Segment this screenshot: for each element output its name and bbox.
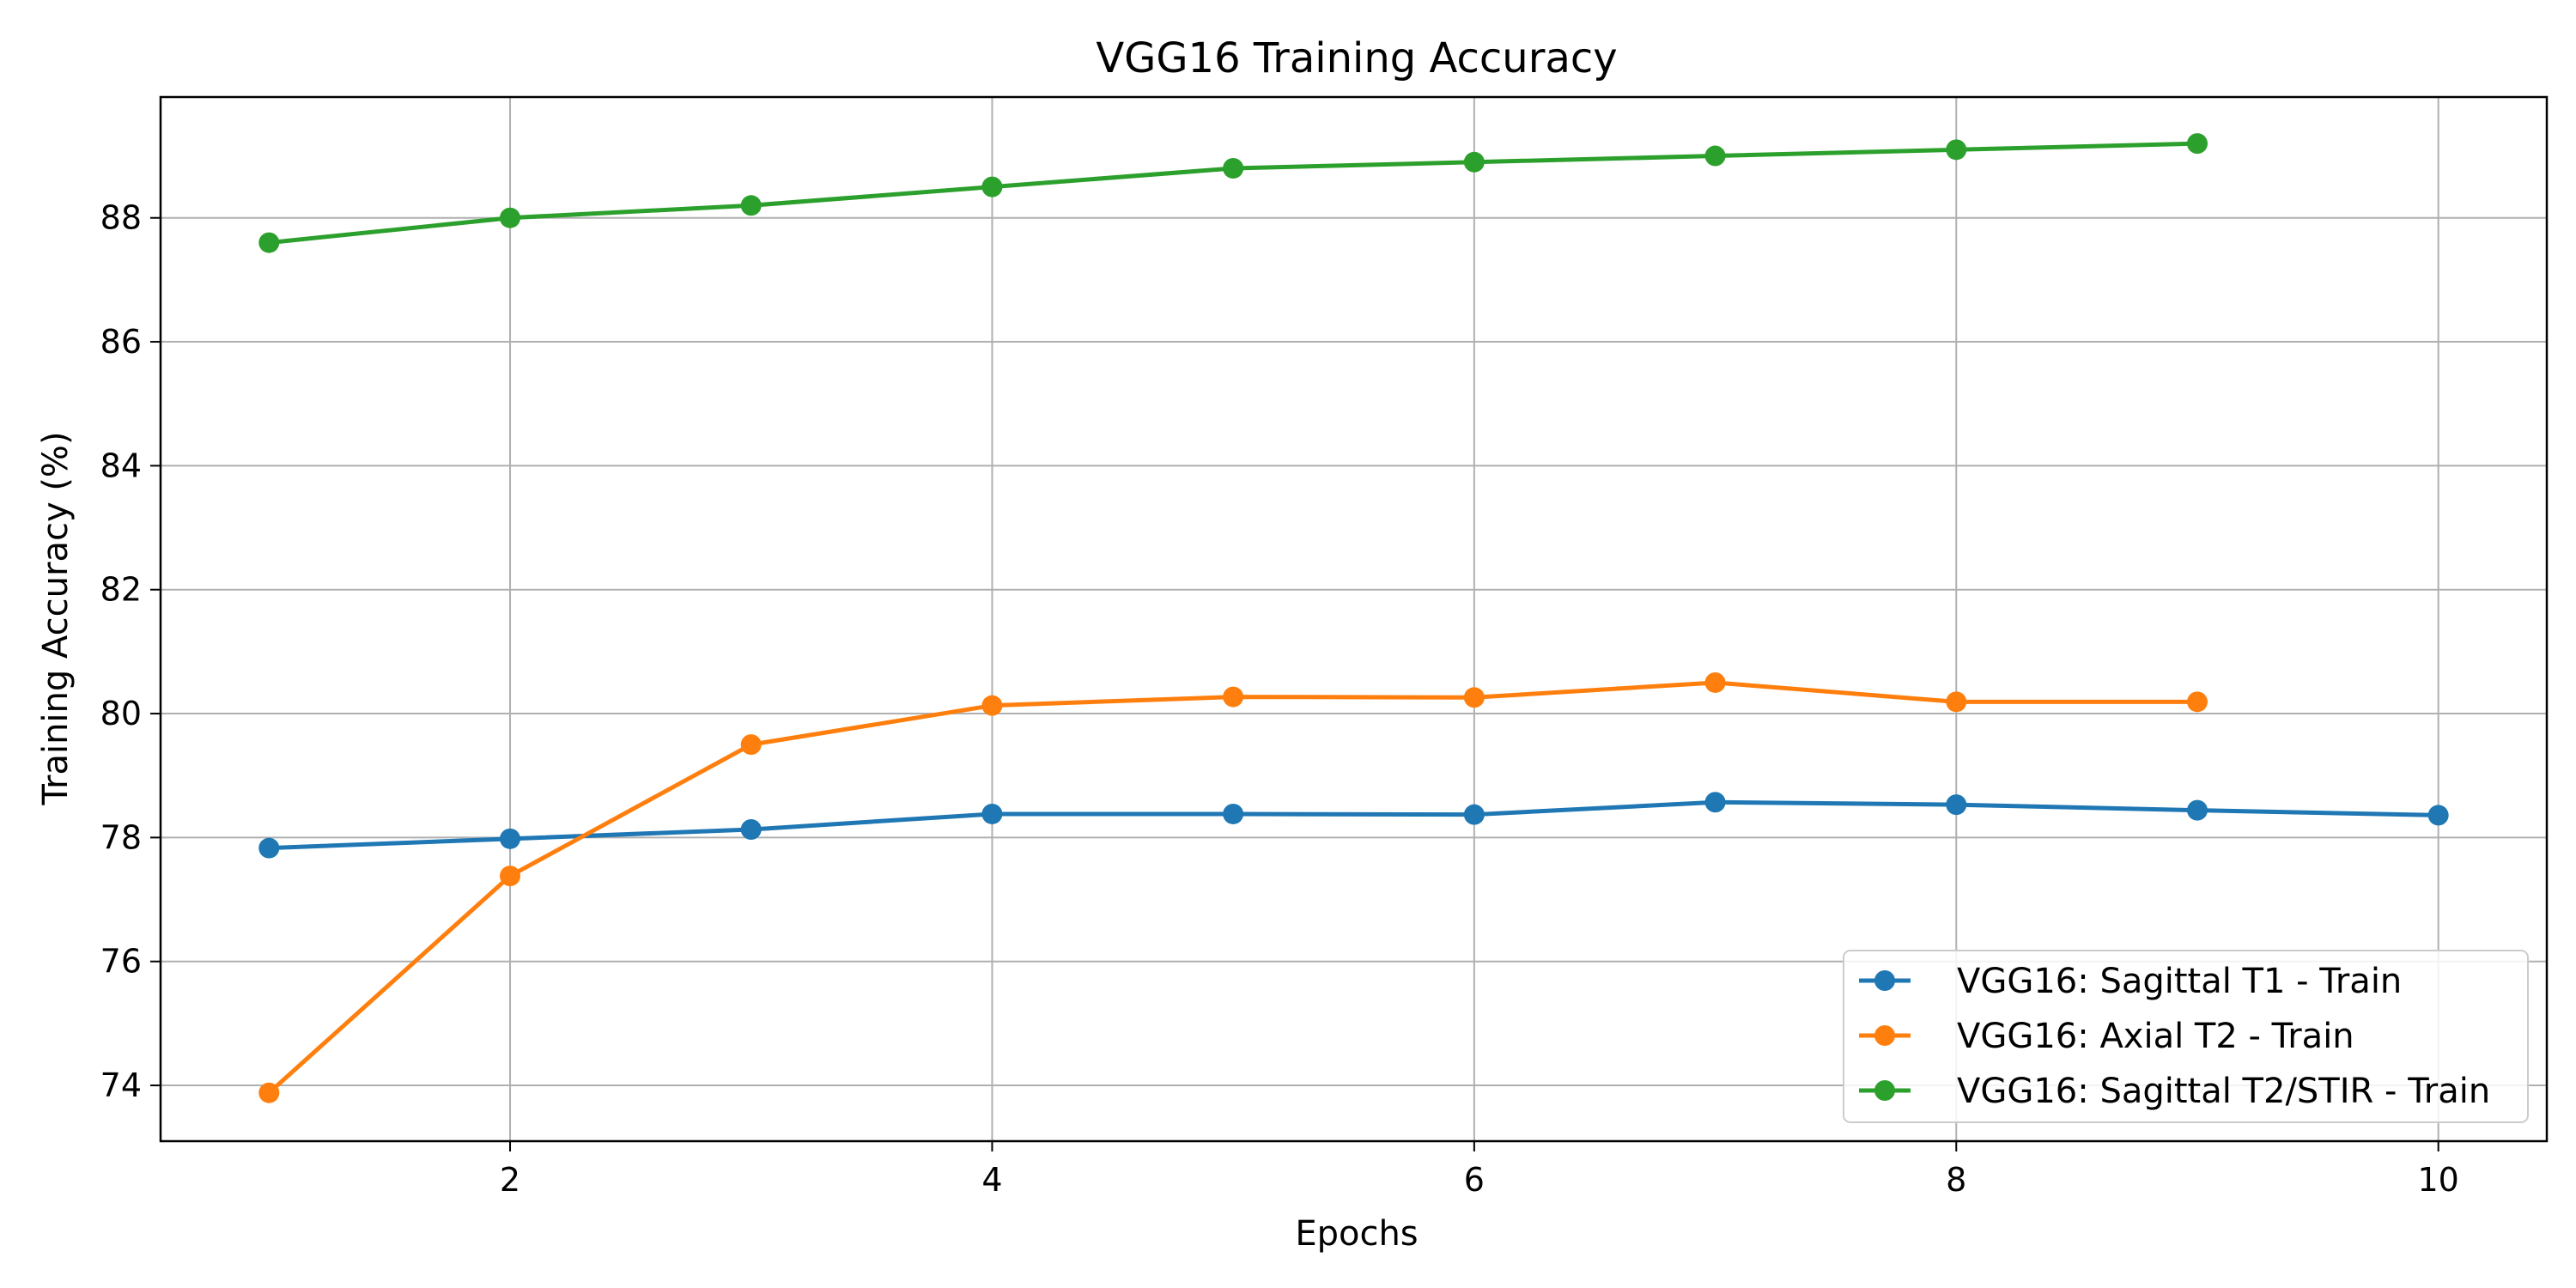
legend-label: VGG16: Axial T2 - Train	[1957, 1017, 2354, 1056]
data-point	[2427, 805, 2449, 826]
data-point	[740, 734, 762, 756]
data-point	[1223, 686, 1244, 708]
y-axis-label: Training Accuracy (%)	[36, 431, 76, 805]
y-tick-label: 82	[100, 571, 142, 609]
x-tick-label: 8	[1946, 1161, 1966, 1199]
x-tick-label: 4	[981, 1161, 1002, 1199]
legend-label: VGG16: Sagittal T2/STIR - Train	[1957, 1072, 2490, 1111]
series-2	[258, 671, 2208, 1103]
data-point	[981, 176, 1003, 197]
data-point	[1223, 803, 1244, 824]
data-point	[500, 866, 521, 887]
y-tick-label: 86	[100, 323, 142, 361]
x-tick-label: 6	[1464, 1161, 1485, 1199]
chart-title: VGG16 Training Accuracy	[1096, 34, 1617, 82]
data-point	[1946, 794, 1967, 816]
data-point	[500, 207, 521, 228]
y-tick-label: 88	[100, 199, 142, 237]
series-group	[258, 133, 2449, 1103]
legend-marker	[1874, 1025, 1895, 1046]
data-point	[258, 837, 280, 859]
y-tick-label: 84	[100, 447, 142, 484]
data-point	[1463, 687, 1485, 708]
x-tick-label: 2	[500, 1161, 520, 1199]
y-tick-label: 78	[100, 818, 142, 856]
data-point	[1223, 157, 1244, 179]
plot-frame	[159, 95, 2549, 1143]
legend-entry: VGG16: Sagittal T1 - Train	[1859, 962, 2402, 1001]
data-point	[1704, 145, 1726, 167]
legend-box	[1843, 950, 2529, 1123]
data-point	[1463, 804, 1485, 825]
x-tick-label: 10	[2418, 1161, 2459, 1199]
y-tick-label: 76	[100, 943, 142, 981]
legend-marker	[1874, 1080, 1895, 1101]
legend: VGG16: Sagittal T1 - Train VGG16: Axial T…	[1843, 950, 2529, 1123]
data-point	[2186, 133, 2208, 155]
data-point	[258, 1082, 280, 1103]
data-point	[500, 828, 521, 849]
data-point	[1946, 691, 1967, 713]
data-point	[1704, 792, 1726, 813]
data-point	[981, 803, 1003, 824]
series-3	[258, 133, 2208, 253]
legend-entry: VGG16: Axial T2 - Train	[1859, 1017, 2354, 1056]
data-point	[1463, 151, 1485, 173]
data-point	[981, 695, 1003, 716]
series-line	[269, 799, 2439, 851]
data-point	[2186, 799, 2208, 821]
y-tick-label: 74	[100, 1066, 142, 1104]
x-axis-label: Epochs	[1295, 1214, 1418, 1254]
data-point	[1704, 671, 1726, 693]
series-1	[258, 792, 2449, 859]
data-point	[740, 195, 762, 216]
legend-entry: VGG16: Sagittal T2/STIR - Train	[1859, 1072, 2490, 1111]
legend-marker	[1874, 970, 1895, 991]
y-tick-label: 80	[100, 695, 142, 732]
data-point	[1946, 139, 1967, 161]
axis-ticks: 2 4 6 8 10 74 76 78 80 82 84 86 88	[100, 199, 2459, 1199]
data-point	[2186, 691, 2208, 713]
legend-label: VGG16: Sagittal T1 - Train	[1957, 962, 2402, 1001]
data-point	[740, 819, 762, 841]
data-point	[258, 232, 280, 253]
